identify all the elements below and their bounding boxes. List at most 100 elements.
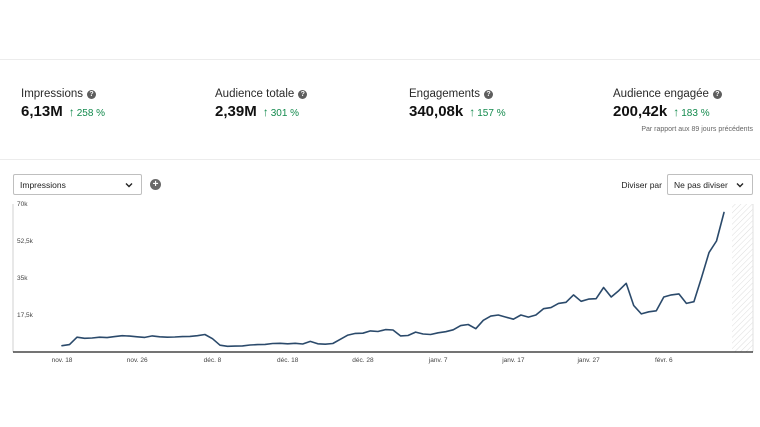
x-tick-label: janv. 17	[501, 357, 525, 364]
data-point	[287, 343, 289, 345]
hatched-region-fill	[732, 204, 753, 352]
data-point	[565, 302, 567, 304]
y-axis-ticks: 17,5k 35k 52,5k 70k	[17, 201, 34, 319]
data-point	[272, 343, 274, 345]
data-point	[355, 333, 357, 335]
data-point	[671, 294, 673, 296]
help-circle-icon[interactable]: ?	[87, 89, 96, 99]
data-point	[708, 252, 710, 254]
data-point	[61, 345, 63, 347]
metric-select[interactable]: Impressions	[13, 174, 142, 195]
data-point	[332, 343, 334, 345]
data-point	[422, 333, 424, 335]
data-point	[498, 314, 500, 316]
data-point	[106, 337, 108, 339]
data-point	[302, 343, 304, 345]
data-point	[535, 314, 537, 316]
chevron-down-icon	[125, 182, 133, 187]
data-point	[76, 336, 78, 338]
data-point	[603, 287, 605, 289]
data-point	[189, 336, 191, 338]
data-point	[678, 293, 680, 295]
data-point	[407, 335, 409, 337]
data-point	[91, 337, 93, 339]
data-point	[663, 296, 665, 298]
data-point	[114, 336, 116, 338]
data-point	[460, 325, 462, 327]
y-tick-label: 17,5k	[17, 312, 34, 319]
data-point	[362, 332, 364, 334]
metric-engagements: Engagements? 340,08k ↑ 157 %	[409, 88, 506, 120]
x-tick-label: janv. 7	[428, 357, 448, 364]
split-select-value: Ne pas diviser	[674, 179, 728, 190]
metric-impressions: Impressions? 6,13M ↑ 258 %	[21, 88, 105, 120]
metric-label: Impressions	[21, 88, 83, 100]
data-point	[167, 336, 169, 338]
data-point	[550, 307, 552, 309]
metric-value: 6,13M	[21, 103, 63, 120]
help-circle-icon[interactable]: ?	[298, 89, 308, 99]
data-point	[520, 314, 522, 316]
impressions-line-chart: 17,5k 35k 52,5k 70k nov. 18 nov. 26 déc. 8 déc…	[0, 198, 760, 368]
data-point	[257, 344, 259, 346]
data-point	[392, 329, 394, 331]
data-point	[415, 331, 417, 333]
data-point	[543, 308, 545, 310]
data-point	[234, 345, 236, 347]
data-point	[279, 343, 281, 345]
data-point	[99, 336, 101, 338]
help-circle-icon[interactable]: ?	[483, 89, 493, 99]
data-point	[242, 345, 244, 347]
metric-value: 2,39M	[215, 103, 257, 120]
plus-circle-icon[interactable]: +	[150, 179, 161, 190]
data-point	[317, 343, 319, 345]
data-point	[573, 294, 575, 296]
data-point	[656, 310, 658, 312]
data-point	[121, 335, 123, 337]
x-tick-label: déc. 8	[204, 357, 222, 364]
data-point	[136, 336, 138, 338]
data-point	[633, 305, 635, 307]
data-point	[204, 334, 206, 336]
data-point	[716, 240, 718, 242]
metric-value: 200,42k	[613, 103, 668, 120]
data-point	[648, 311, 650, 313]
data-point	[430, 334, 432, 336]
comparison-note: Par rapport aux 89 jours précédents	[641, 126, 753, 133]
data-point	[249, 344, 251, 346]
data-point	[618, 290, 620, 292]
data-point	[385, 329, 387, 331]
arrow-up-icon: ↑	[469, 105, 476, 119]
arrow-up-icon: ↑	[262, 105, 269, 119]
data-point	[505, 316, 507, 318]
data-point	[84, 338, 86, 340]
data-point	[294, 343, 296, 345]
data-point	[377, 331, 379, 333]
x-tick-label: déc. 28	[352, 357, 374, 364]
data-point	[347, 334, 349, 336]
data-point	[445, 331, 447, 333]
data-point	[174, 336, 176, 338]
data-point	[144, 337, 146, 339]
data-point	[310, 341, 312, 343]
split-select[interactable]: Ne pas diviser	[667, 174, 753, 195]
data-point	[152, 335, 154, 337]
data-point	[212, 338, 214, 340]
impressions-series-line	[61, 211, 725, 348]
metric-change: ↑ 157 %	[469, 105, 506, 119]
data-point	[588, 298, 590, 300]
series-line-layer	[61, 211, 725, 348]
data-point	[219, 344, 221, 346]
data-point	[595, 298, 597, 300]
mid-divider	[0, 159, 760, 160]
split-by-label: Diviser par	[621, 180, 662, 190]
metric-label: Audience engagée	[613, 88, 709, 100]
data-point	[69, 344, 71, 346]
data-point	[159, 336, 161, 338]
y-tick-label: 70k	[17, 201, 28, 208]
chevron-down-icon	[736, 182, 744, 187]
help-circle-icon[interactable]: ?	[712, 89, 722, 99]
arrow-up-icon: ↑	[673, 105, 680, 119]
data-point	[129, 335, 131, 337]
data-point	[264, 344, 266, 346]
